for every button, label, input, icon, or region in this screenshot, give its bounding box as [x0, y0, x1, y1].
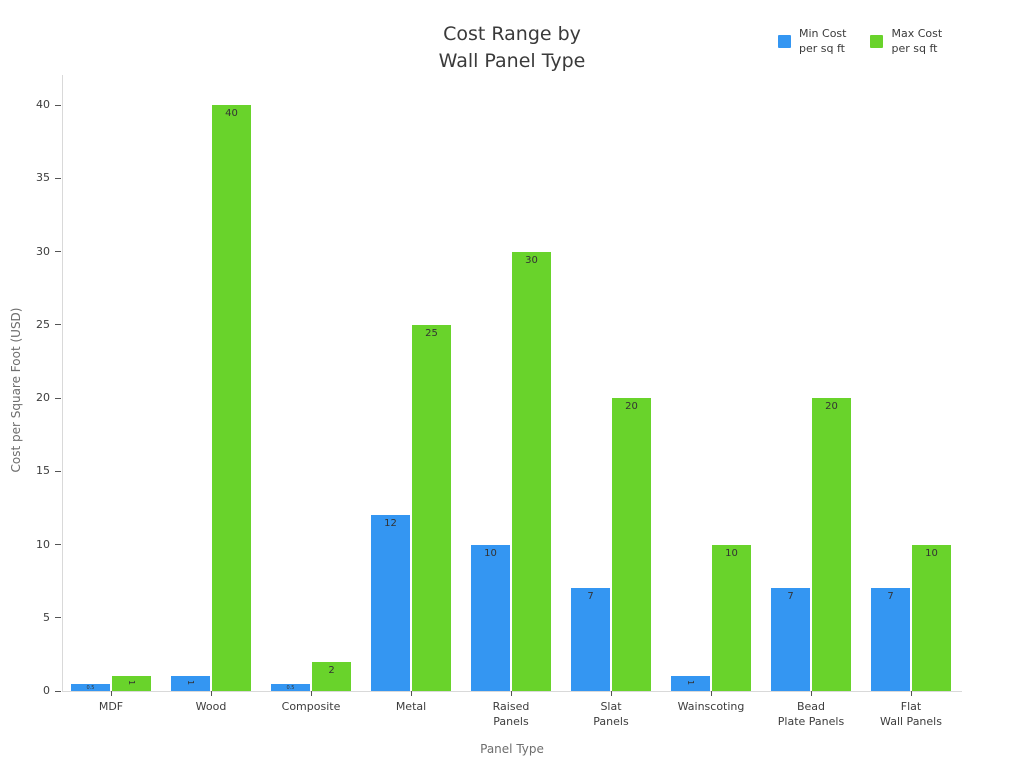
y-tick-mark [55, 177, 61, 179]
bar-min-cost [171, 676, 210, 691]
bar-min-cost [571, 588, 610, 691]
bar-value-label: 1 [686, 680, 695, 686]
bar-max-cost [212, 105, 251, 691]
x-tick-label: Bead Plate Panels [777, 700, 845, 728]
y-tick-mark [55, 397, 61, 399]
bar-value-label: 25 [425, 327, 438, 339]
bar-max-cost [312, 661, 351, 691]
bar-value-label: 0.5 [86, 684, 95, 691]
chart-title: Cost Range by Wall Panel Type [0, 21, 1024, 75]
bar-min-cost [771, 588, 810, 691]
y-tick-mark [55, 324, 61, 326]
x-tick-label: Metal [395, 700, 427, 713]
legend-entry-min-cost[interactable]: Min Cost per sq ft [778, 26, 846, 56]
y-tick-label: 0 [43, 684, 50, 697]
y-tick-mark [55, 690, 61, 692]
bar-max-cost [412, 324, 451, 691]
bar-min-cost [471, 544, 510, 691]
y-tick-mark [55, 617, 61, 619]
bar-value-label: 20 [825, 401, 838, 412]
x-tick-mark [711, 691, 712, 696]
bar-value-label: 1 [127, 680, 136, 686]
x-tick-mark [211, 691, 212, 696]
bar-max-cost [712, 544, 751, 691]
x-tick-mark [611, 691, 612, 696]
legend-min-line1: Min Cost [799, 27, 847, 40]
bar-value-label: 30 [525, 254, 538, 266]
chart-title-line2: Wall Panel Type [438, 50, 586, 72]
y-tick-mark [55, 544, 61, 545]
x-tick-mark [111, 691, 112, 696]
x-tick-label: Composite [281, 700, 341, 713]
legend: Min Cost per sq ft Max Cost per sq ft [778, 26, 942, 56]
legend-max-line1: Max Cost [891, 27, 943, 40]
x-tick-label: Wood [195, 700, 227, 713]
y-tick-label: 20 [36, 391, 50, 404]
y-tick-mark [55, 470, 61, 472]
bar-max-cost [512, 251, 551, 691]
y-axis-title: Cost per Square Foot (USD) [9, 307, 23, 473]
y-axis-line [62, 75, 63, 691]
x-tick-label: Raised Panels [492, 700, 530, 728]
bar-value-label: 12 [384, 518, 397, 530]
bar-value-label: 10 [925, 547, 938, 559]
x-tick-label: Flat Wall Panels [880, 700, 942, 728]
bar-max-cost [612, 398, 651, 691]
x-tick-mark [511, 691, 512, 696]
y-tick-mark [55, 251, 61, 252]
bar-min-cost [71, 683, 110, 691]
y-tick-label: 35 [36, 171, 50, 185]
y-tick-label: 25 [36, 317, 50, 331]
x-tick-label: Slat Panels [593, 700, 629, 728]
legend-max-line2: per sq ft [891, 42, 938, 55]
legend-entry-label: Min Cost per sq ft [799, 26, 846, 56]
x-tick-label: Wainscoting [677, 700, 745, 713]
bar-value-label: 40 [225, 108, 238, 119]
bar-max-cost [812, 398, 851, 691]
x-tick-mark [411, 691, 412, 696]
bar-value-label: 7 [587, 591, 594, 603]
y-tick-label: 30 [36, 244, 50, 258]
bar-value-label: 20 [625, 401, 638, 412]
bar-value-label: 10 [725, 547, 738, 559]
max-cost-swatch-icon [870, 34, 884, 48]
bar-min-cost [671, 676, 710, 691]
y-tick-mark [55, 104, 61, 106]
bar-min-cost [271, 683, 310, 691]
y-tick-label: 40 [36, 98, 50, 111]
y-tick-label: 10 [36, 537, 50, 551]
legend-entry-max-cost[interactable]: Max Cost per sq ft [870, 26, 942, 56]
bar-value-label: 0.5 [286, 684, 295, 691]
y-tick-label: 5 [43, 610, 50, 624]
bar-min-cost [371, 515, 410, 691]
x-tick-mark [811, 691, 812, 696]
bar-max-cost [112, 676, 151, 691]
x-axis-title: Panel Type [480, 742, 544, 756]
y-tick-label: 15 [36, 464, 50, 478]
bar-value-label: 2 [328, 664, 335, 676]
bar-value-label: 1 [186, 680, 195, 686]
bar-value-label: 10 [484, 547, 497, 559]
bar-value-label: 7 [887, 591, 894, 603]
x-tick-mark [911, 691, 912, 696]
bar-min-cost [871, 588, 910, 691]
bar-max-cost [912, 544, 951, 691]
chart-title-line1: Cost Range by [443, 23, 581, 45]
legend-entry-label: Max Cost per sq ft [891, 26, 942, 56]
min-cost-swatch-icon [778, 34, 791, 48]
bar-value-label: 7 [787, 591, 794, 603]
legend-min-line2: per sq ft [799, 42, 845, 55]
x-tick-mark [311, 691, 312, 696]
x-tick-label: MDF [98, 700, 124, 713]
x-axis-line [62, 691, 962, 692]
